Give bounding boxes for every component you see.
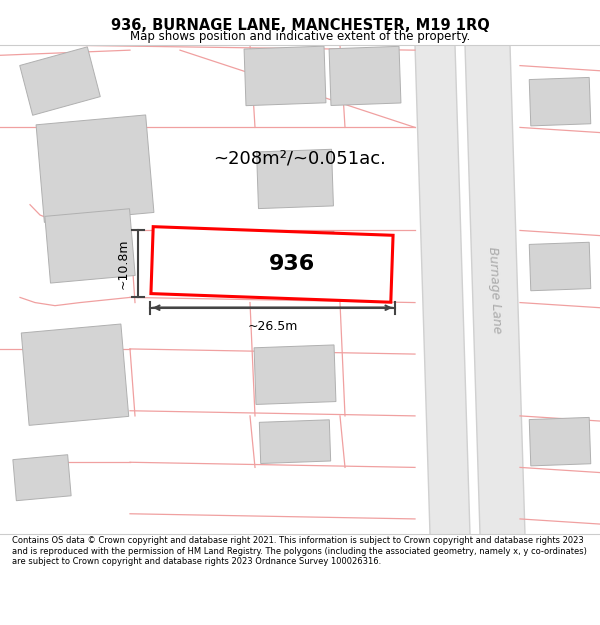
Polygon shape <box>254 345 336 404</box>
Polygon shape <box>20 47 100 115</box>
Polygon shape <box>257 149 334 209</box>
Text: ~26.5m: ~26.5m <box>247 320 298 333</box>
Polygon shape <box>244 46 326 106</box>
Polygon shape <box>529 78 591 126</box>
Polygon shape <box>254 232 336 291</box>
Polygon shape <box>465 45 525 534</box>
Text: ~208m²/~0.051ac.: ~208m²/~0.051ac. <box>214 149 386 168</box>
Polygon shape <box>45 209 135 283</box>
Polygon shape <box>151 227 393 302</box>
Polygon shape <box>529 418 591 466</box>
Polygon shape <box>21 324 129 426</box>
Text: ~10.8m: ~10.8m <box>117 239 130 289</box>
Text: Contains OS data © Crown copyright and database right 2021. This information is : Contains OS data © Crown copyright and d… <box>12 536 587 566</box>
Polygon shape <box>13 455 71 501</box>
Polygon shape <box>36 115 154 222</box>
Polygon shape <box>529 242 591 291</box>
Polygon shape <box>329 46 401 106</box>
Text: Burnage Lane: Burnage Lane <box>486 246 504 334</box>
Text: 936, BURNAGE LANE, MANCHESTER, M19 1RQ: 936, BURNAGE LANE, MANCHESTER, M19 1RQ <box>110 18 490 32</box>
Text: 936: 936 <box>269 254 315 274</box>
Polygon shape <box>415 45 470 534</box>
Polygon shape <box>259 420 331 464</box>
Text: Map shows position and indicative extent of the property.: Map shows position and indicative extent… <box>130 30 470 43</box>
